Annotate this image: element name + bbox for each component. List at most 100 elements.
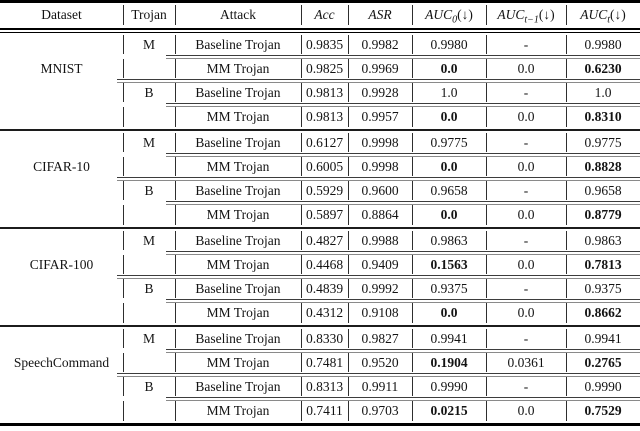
cell-dataset (0, 301, 123, 325)
cell-acc: 0.8313 (300, 375, 348, 399)
cell-acc: 0.5897 (300, 203, 348, 227)
cell-acc: 0.4312 (300, 301, 348, 325)
cell-auct1: - (485, 375, 566, 399)
cell-dataset (0, 81, 123, 105)
cell-attack: MM Trojan (174, 155, 301, 179)
header-subscript: 0 (452, 14, 458, 26)
cell-trojan (122, 105, 175, 129)
cell-dataset (0, 277, 123, 301)
cell-attack: MM Trojan (174, 253, 301, 277)
table-row: SpeechCommand MM Trojan 0.7481 0.9520 0.1904… (0, 351, 640, 375)
cell-auc0: 1.0 (411, 81, 486, 105)
cell-trojan: B (122, 179, 175, 203)
cell-asr: 0.9988 (347, 229, 412, 253)
cell-auc0: 0.0 (411, 301, 486, 325)
table-row: MM Trojan 0.9813 0.9957 0.0 0.0 0.8310 (0, 105, 640, 129)
cell-dataset (0, 327, 123, 351)
cell-trojan: M (122, 131, 175, 155)
cell-auct: 0.9941 (565, 327, 640, 351)
cell-auct: 0.9775 (565, 131, 640, 155)
cell-dataset: CIFAR-100 (29, 256, 94, 272)
cell-dataset (0, 229, 123, 253)
cell-acc: 0.7411 (300, 399, 348, 423)
row-separator-line (166, 54, 640, 59)
dataset-section-cifar-100: M Baseline Trojan 0.4827 0.9988 0.9863-0.986… (0, 229, 640, 326)
row-separator-line (166, 298, 640, 303)
cell-trojan (122, 155, 175, 179)
cell-dataset: MNIST (40, 60, 83, 76)
cell-asr: 0.9600 (347, 179, 412, 203)
section-separator-rule (0, 129, 640, 131)
cell-asr: 0.9998 (347, 155, 412, 179)
cell-auct1: - (485, 277, 566, 301)
cell-auct1: 0.0 (485, 105, 566, 129)
cell-auc0: 0.9863 (411, 229, 486, 253)
row-separator-line (166, 250, 640, 255)
header-text: Acc (314, 7, 335, 23)
cell-auct: 0.9658 (565, 179, 640, 203)
cell-asr: 0.9911 (347, 375, 412, 399)
cell-auct: 0.9375 (565, 277, 640, 301)
table-bottom-rule (0, 423, 640, 426)
cell-auct: 0.8828 (565, 155, 640, 179)
cell-auct: 0.8310 (565, 105, 640, 129)
table-row: MM Trojan 0.4312 0.9108 0.0 0.0 0.8662 (0, 301, 640, 325)
cell-dataset (0, 105, 123, 129)
cell-attack: Baseline Trojan (174, 327, 301, 351)
cell-auct1: 0.0 (485, 399, 566, 423)
cell-auct1: - (485, 131, 566, 155)
cell-auc0: 0.9990 (411, 375, 486, 399)
cell-asr: 0.8864 (347, 203, 412, 227)
cell-attack: Baseline Trojan (174, 131, 301, 155)
cell-trojan (122, 203, 175, 227)
col-header-acc: Acc (300, 3, 348, 28)
cell-asr: 0.9992 (347, 277, 412, 301)
group-separator-line (117, 176, 640, 181)
cell-acc: 0.9825 (300, 57, 348, 81)
cell-auct: 0.8779 (565, 203, 640, 227)
col-header-auct: AUCt (↓) (565, 3, 640, 28)
cell-auc0: 0.0 (411, 105, 486, 129)
cell-auct1: - (485, 327, 566, 351)
cell-asr: 0.9703 (347, 399, 412, 423)
cell-auct1: 0.0 (485, 155, 566, 179)
cell-dataset (0, 179, 123, 203)
cell-auct: 0.7529 (565, 399, 640, 423)
table-top-rule (0, 0, 640, 3)
cell-asr: 0.9969 (347, 57, 412, 81)
cell-auc0: 0.1563 (411, 253, 486, 277)
header-text: AUCt (580, 7, 611, 26)
cell-auct1: 0.0361 (485, 351, 566, 375)
cell-asr: 0.9998 (347, 131, 412, 155)
header-double-rule (0, 27, 640, 33)
cell-asr: 0.9520 (347, 351, 412, 375)
header-text: Trojan (131, 7, 167, 23)
cell-auct1: - (485, 229, 566, 253)
cell-dataset: CIFAR-10 (33, 158, 90, 174)
cell-asr: 0.9108 (347, 301, 412, 325)
header-text: ASR (368, 7, 392, 23)
cell-attack: MM Trojan (174, 301, 301, 325)
table-row: CIFAR-10 MM Trojan 0.6005 0.9998 0.0 0.0 0.882… (0, 155, 640, 179)
cell-auct: 0.8662 (565, 301, 640, 325)
cell-acc: 0.9813 (300, 105, 348, 129)
cell-attack: MM Trojan (174, 399, 301, 423)
cell-auct: 0.9980 (565, 33, 640, 57)
cell-auc0: 0.1904 (411, 351, 486, 375)
cell-acc: 0.7481 (300, 351, 348, 375)
table-row: B Baseline Trojan 0.5929 0.9600 0.9658-0.965… (0, 179, 640, 203)
row-separator-line (166, 396, 640, 401)
cell-asr: 0.9982 (347, 33, 412, 57)
row-separator-line (166, 152, 640, 157)
col-header-asr: ASR (347, 3, 412, 28)
col-header-dataset: Dataset (0, 3, 123, 28)
down-arrow-suffix: (↓) (457, 7, 473, 23)
table-row: B Baseline Trojan 0.8313 0.9911 0.9990-0.999… (0, 375, 640, 399)
cell-attack: Baseline Trojan (174, 179, 301, 203)
table-row: CIFAR-100 MM Trojan 0.4468 0.9409 0.1563 0.0 0… (0, 253, 640, 277)
dataset-section-speechcommand: M Baseline Trojan 0.8330 0.9827 0.9941-0.994… (0, 327, 640, 424)
table-row: M Baseline Trojan 0.6127 0.9998 0.9775-0.977… (0, 131, 640, 155)
cell-trojan: M (122, 229, 175, 253)
cell-auc0: 0.9775 (411, 131, 486, 155)
cell-auct: 1.0 (565, 81, 640, 105)
